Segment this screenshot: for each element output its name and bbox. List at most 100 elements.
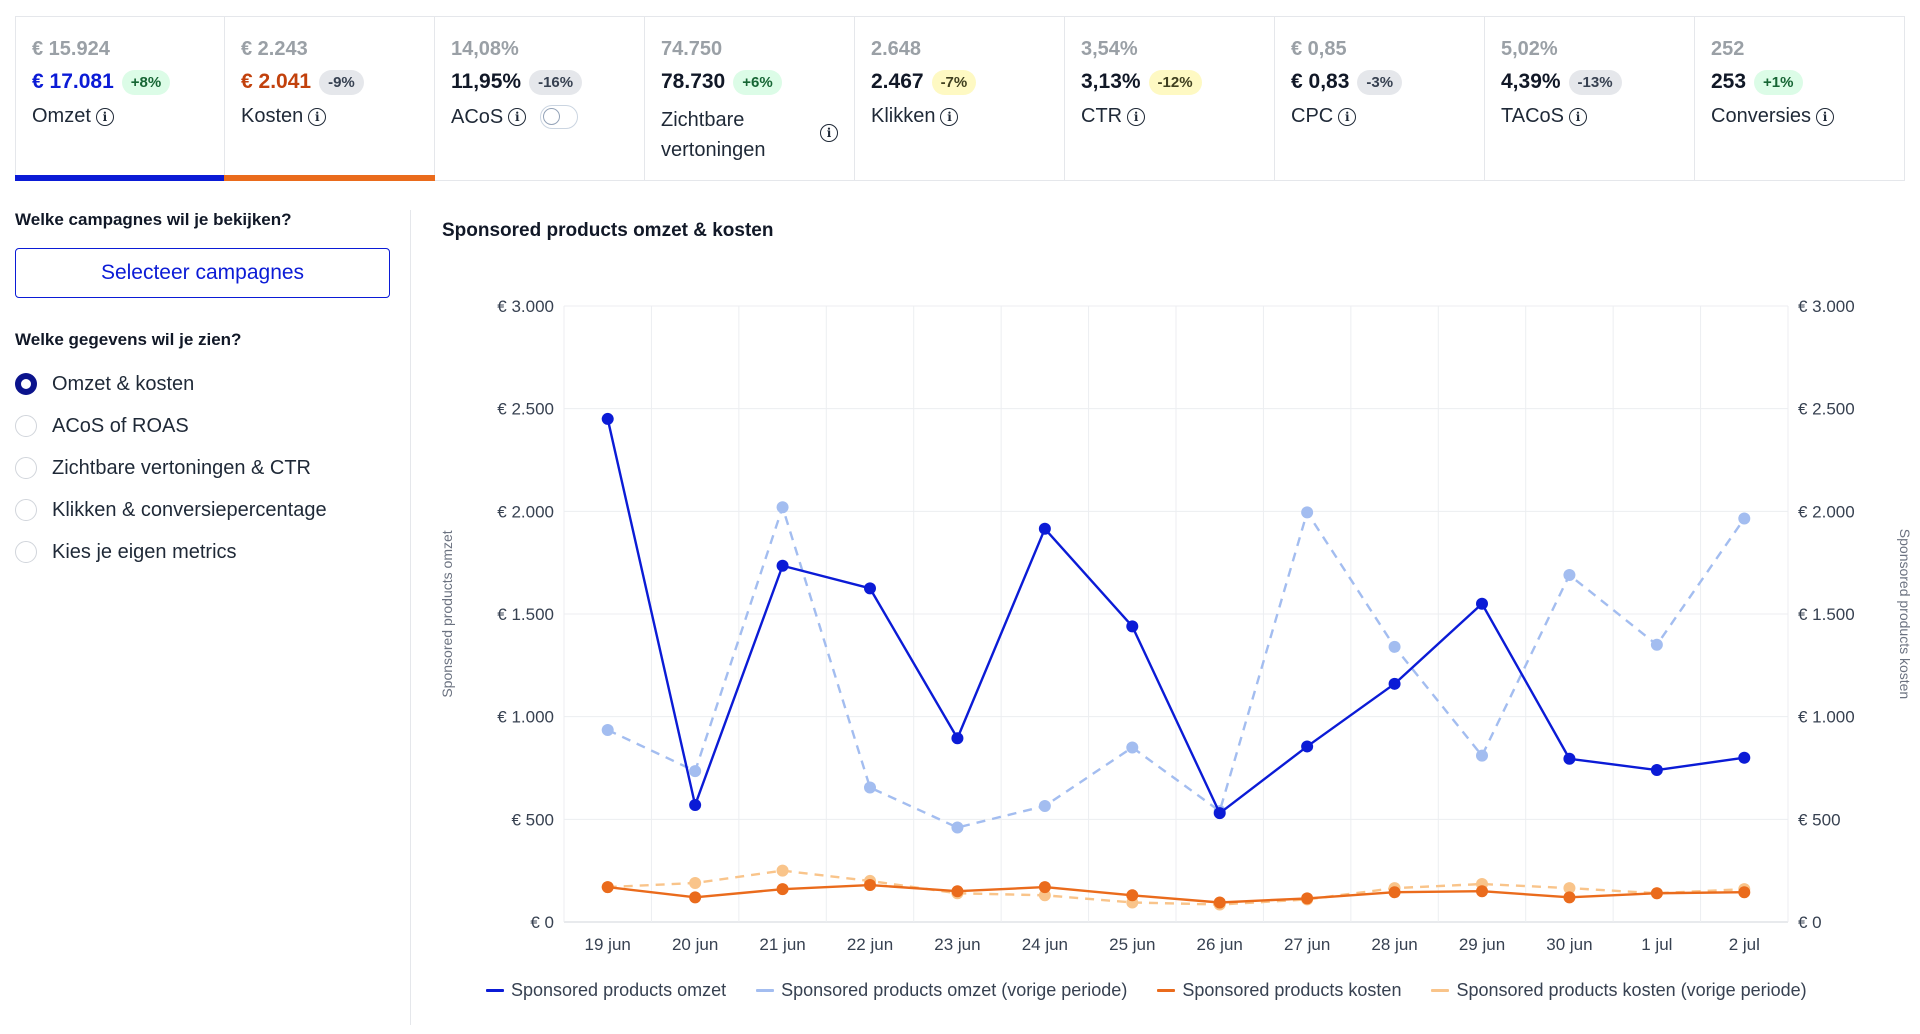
data-point (776, 559, 789, 572)
data-point (689, 798, 702, 811)
data-point (1476, 597, 1488, 610)
data-point (1738, 751, 1751, 764)
kpi-row: € 15.924 € 17.081 +8% Omzet i € 2.243 € 2.041-… (15, 16, 1910, 181)
radio-button[interactable] (15, 499, 37, 521)
data-point (951, 885, 964, 898)
kpi-current-value: 2.467 (871, 70, 924, 93)
x-tick-label: 26 jun (1197, 935, 1243, 954)
kpi-label: CTR (1081, 105, 1123, 127)
info-icon[interactable]: i (940, 107, 959, 126)
kpi-tile-tacos[interactable]: 5,02% 4,39% -13% TACoS i (1485, 16, 1695, 181)
legend-item[interactable]: Sponsored products omzet (486, 980, 726, 1001)
kpi-label: Kosten (241, 105, 304, 127)
info-icon[interactable]: i (308, 107, 327, 126)
data-point (1038, 799, 1051, 812)
kpi-label: Omzet (32, 105, 91, 127)
kpi-current-value: 253 (1711, 70, 1747, 93)
series-0 (601, 412, 1751, 820)
kpi-change-badge: +1% (1754, 69, 1803, 95)
kpi-selected-indicator (224, 175, 435, 181)
kpi-previous-value: € 2.243 (241, 38, 308, 60)
data-point (1038, 889, 1051, 902)
legend-item[interactable]: Sponsored products kosten (vorige period… (1431, 980, 1807, 1001)
radio-button[interactable] (15, 373, 37, 395)
kpi-tile-cpc[interactable]: € 0,85 € 0,83 -3% CPC i (1275, 16, 1485, 181)
series-line (606, 418, 1745, 815)
info-icon[interactable]: i (1568, 107, 1587, 126)
radio-label: ACoS of ROAS (52, 414, 189, 437)
data-point (1388, 640, 1401, 653)
kpi-previous-value: 14,08% (451, 38, 519, 60)
info-icon[interactable]: i (1338, 107, 1357, 126)
y-tick-label: € 1.000 (497, 708, 554, 727)
x-tick-label: 25 jun (1109, 935, 1155, 954)
legend-item[interactable]: Sponsored products kosten (1157, 980, 1401, 1001)
kpi-tile-klikken[interactable]: 2.648 2.467 -7% Klikken i (855, 16, 1065, 181)
kpi-tile-conversies[interactable]: 252 253 +1% Conversies i (1695, 16, 1905, 181)
x-tick-label: 27 jun (1284, 935, 1330, 954)
kpi-label: TACoS (1501, 105, 1564, 127)
data-point (1301, 740, 1314, 753)
kpi-change-badge: -7% (931, 69, 977, 95)
data-point (776, 501, 789, 514)
kpi-tile-ctr[interactable]: 3,54% 3,13% -12% CTR i (1065, 16, 1275, 181)
kpi-tile-vertoningen[interactable]: 74.750 78.730 +6% Zichtbare vertoningen i (645, 16, 855, 181)
kpi-change-badge: +8% (121, 69, 171, 95)
radio-button[interactable] (15, 541, 37, 563)
radio-button[interactable] (15, 415, 37, 437)
legend-item[interactable]: Sponsored products omzet (vorige periode… (756, 980, 1127, 1001)
data-point (1301, 506, 1314, 519)
legend-label: Sponsored products kosten (1182, 980, 1402, 1000)
info-icon[interactable]: i (508, 108, 527, 126)
kpi-current-value: € 2.041 (241, 70, 312, 93)
radio-option[interactable]: Klikken & conversiepercentage (15, 489, 327, 531)
legend-label: Sponsored products omzet (511, 980, 727, 1000)
kpi-change-badge: -3% (1357, 69, 1403, 95)
y-axis-title-right: Sponsored products kosten (1897, 529, 1910, 699)
x-tick-label: 28 jun (1371, 935, 1417, 954)
radio-option[interactable]: Kies je eigen metrics (15, 531, 327, 573)
legend-label: Sponsored products omzet (vorige periode… (781, 980, 1128, 1000)
kpi-tile-acos[interactable]: 14,08% 11,95% -16% ACoS i (435, 16, 645, 181)
kpi-change-badge: -12% (1148, 69, 1202, 95)
y-tick-label-right: € 1.500 (1798, 605, 1855, 624)
x-tick-label: 30 jun (1546, 935, 1592, 954)
data-point (1213, 896, 1226, 909)
info-icon[interactable]: i (1816, 107, 1835, 126)
data-point (1388, 886, 1401, 899)
kpi-current-value: 3,13% (1081, 70, 1141, 93)
kpi-tile-omzet[interactable]: € 15.924 € 17.081 +8% Omzet i (15, 16, 225, 181)
x-tick-label: 19 jun (585, 935, 631, 954)
series-2 (601, 879, 1751, 909)
radio-button[interactable] (15, 457, 37, 479)
x-tick-label: 23 jun (934, 935, 980, 954)
data-point (951, 821, 964, 834)
data-point (1563, 752, 1576, 765)
select-campaigns-button[interactable]: Selecteer campagnes (15, 248, 390, 298)
data-point (689, 765, 702, 778)
legend-swatch (486, 989, 504, 992)
data-point (1476, 885, 1488, 898)
data-point (776, 864, 789, 877)
x-tick-label: 1 jul (1641, 935, 1672, 954)
data-point (864, 879, 876, 892)
info-icon[interactable]: i (820, 124, 838, 142)
radio-label: Klikken & conversiepercentage (52, 498, 327, 521)
info-icon[interactable]: i (95, 107, 114, 126)
kpi-tile-kosten[interactable]: € 2.243 € 2.041 -9% Kosten i (224, 16, 435, 181)
kpi-current-value: 4,39% (1501, 70, 1561, 93)
radio-option[interactable]: Omzet & kosten (15, 363, 327, 405)
radio-option[interactable]: ACoS of ROAS (15, 405, 327, 447)
y-tick-label: € 3.000 (497, 297, 554, 316)
kpi-change-badge: -16% (529, 69, 583, 95)
y-tick-label-right: € 500 (1798, 810, 1841, 829)
radio-option[interactable]: Zichtbare vertoningen & CTR (15, 447, 327, 489)
acos-toggle-switch[interactable] (540, 105, 579, 129)
data-point (1388, 677, 1401, 690)
campaign-question: Welke campagnes wil je bekijken? (15, 210, 292, 229)
info-icon[interactable]: i (1127, 107, 1146, 126)
kpi-label: ACoS (451, 105, 504, 128)
kpi-previous-value: € 15.924 (32, 38, 110, 60)
kpi-current-value: 11,95% (451, 70, 522, 93)
chart-legend: Sponsored products omzet Sponsored produc… (486, 980, 1837, 1001)
